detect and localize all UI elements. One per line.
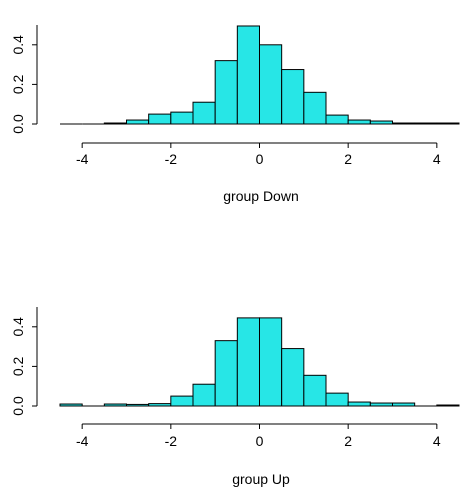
y-tick-label: 0.0 — [10, 396, 26, 416]
histogram-bar — [236, 317, 261, 407]
histogram-bar — [214, 60, 238, 125]
histogram-bar — [369, 120, 393, 125]
x-tick-label: 2 — [344, 151, 352, 167]
histogram-bar — [259, 317, 283, 407]
histogram-bar — [325, 114, 349, 125]
x-tick-label: 0 — [256, 433, 264, 449]
histogram-bar — [347, 119, 371, 125]
y-tick-label: 0.2 — [10, 356, 26, 376]
histogram-panel-group-down: 0.0 0.2 0.4 -4 -2 0 2 4 group Down — [10, 25, 460, 204]
histogram-bar — [148, 403, 172, 407]
x-tick-label: 4 — [433, 433, 441, 449]
bars-group — [60, 25, 460, 125]
y-tick-label: 0.0 — [10, 114, 26, 134]
x-tick-label: 2 — [344, 433, 352, 449]
x-axis-title: group Up — [232, 471, 290, 487]
histogram-bar — [192, 101, 216, 125]
histogram-bar — [214, 340, 238, 407]
bars-group — [59, 317, 460, 407]
histogram-bar — [103, 403, 128, 407]
x-tick-label: 0 — [256, 151, 264, 167]
y-tick-label: 0.4 — [10, 35, 26, 55]
histogram-bar — [59, 403, 83, 407]
histogram-bar — [436, 122, 460, 125]
y-tick-label: 0.4 — [10, 317, 26, 337]
x-axis-title: group Down — [223, 188, 299, 204]
x-tick-label: -4 — [76, 433, 89, 449]
y-axis: 0.0 0.2 0.4 — [10, 307, 38, 416]
histogram-bar — [303, 91, 327, 125]
histogram-bar — [126, 403, 150, 407]
x-tick-label: 4 — [433, 151, 441, 167]
histogram-bar — [170, 395, 194, 407]
histogram-bar — [436, 404, 460, 407]
histogram-bar — [325, 392, 349, 407]
histogram-bar — [126, 119, 150, 125]
histogram-bar — [236, 25, 261, 125]
x-tick-label: -4 — [76, 151, 89, 167]
x-tick-label: -2 — [165, 433, 178, 449]
histogram-bar — [303, 374, 327, 407]
histogram-bar — [103, 122, 128, 125]
histogram-bar — [259, 44, 283, 125]
histogram-panel-group-up: 0.0 0.2 0.4 -4 -2 0 2 4 group Up — [10, 307, 460, 487]
x-axis: -4 -2 0 2 4 — [76, 142, 441, 167]
x-tick-label: -2 — [165, 151, 178, 167]
y-axis: 0.0 0.2 0.4 — [10, 25, 38, 134]
histogram-bar — [347, 401, 371, 407]
histogram-bar — [281, 69, 305, 125]
histogram-bar — [281, 348, 305, 407]
histogram-bar — [392, 402, 416, 407]
y-tick-label: 0.2 — [10, 74, 26, 94]
histogram-bar — [148, 113, 172, 125]
histogram-bar — [192, 383, 216, 407]
histogram-bar — [392, 122, 416, 125]
x-axis: -4 -2 0 2 4 — [76, 423, 441, 449]
histogram-bar — [170, 111, 194, 125]
histogram-bar — [369, 402, 393, 407]
histogram-bar — [414, 122, 438, 125]
